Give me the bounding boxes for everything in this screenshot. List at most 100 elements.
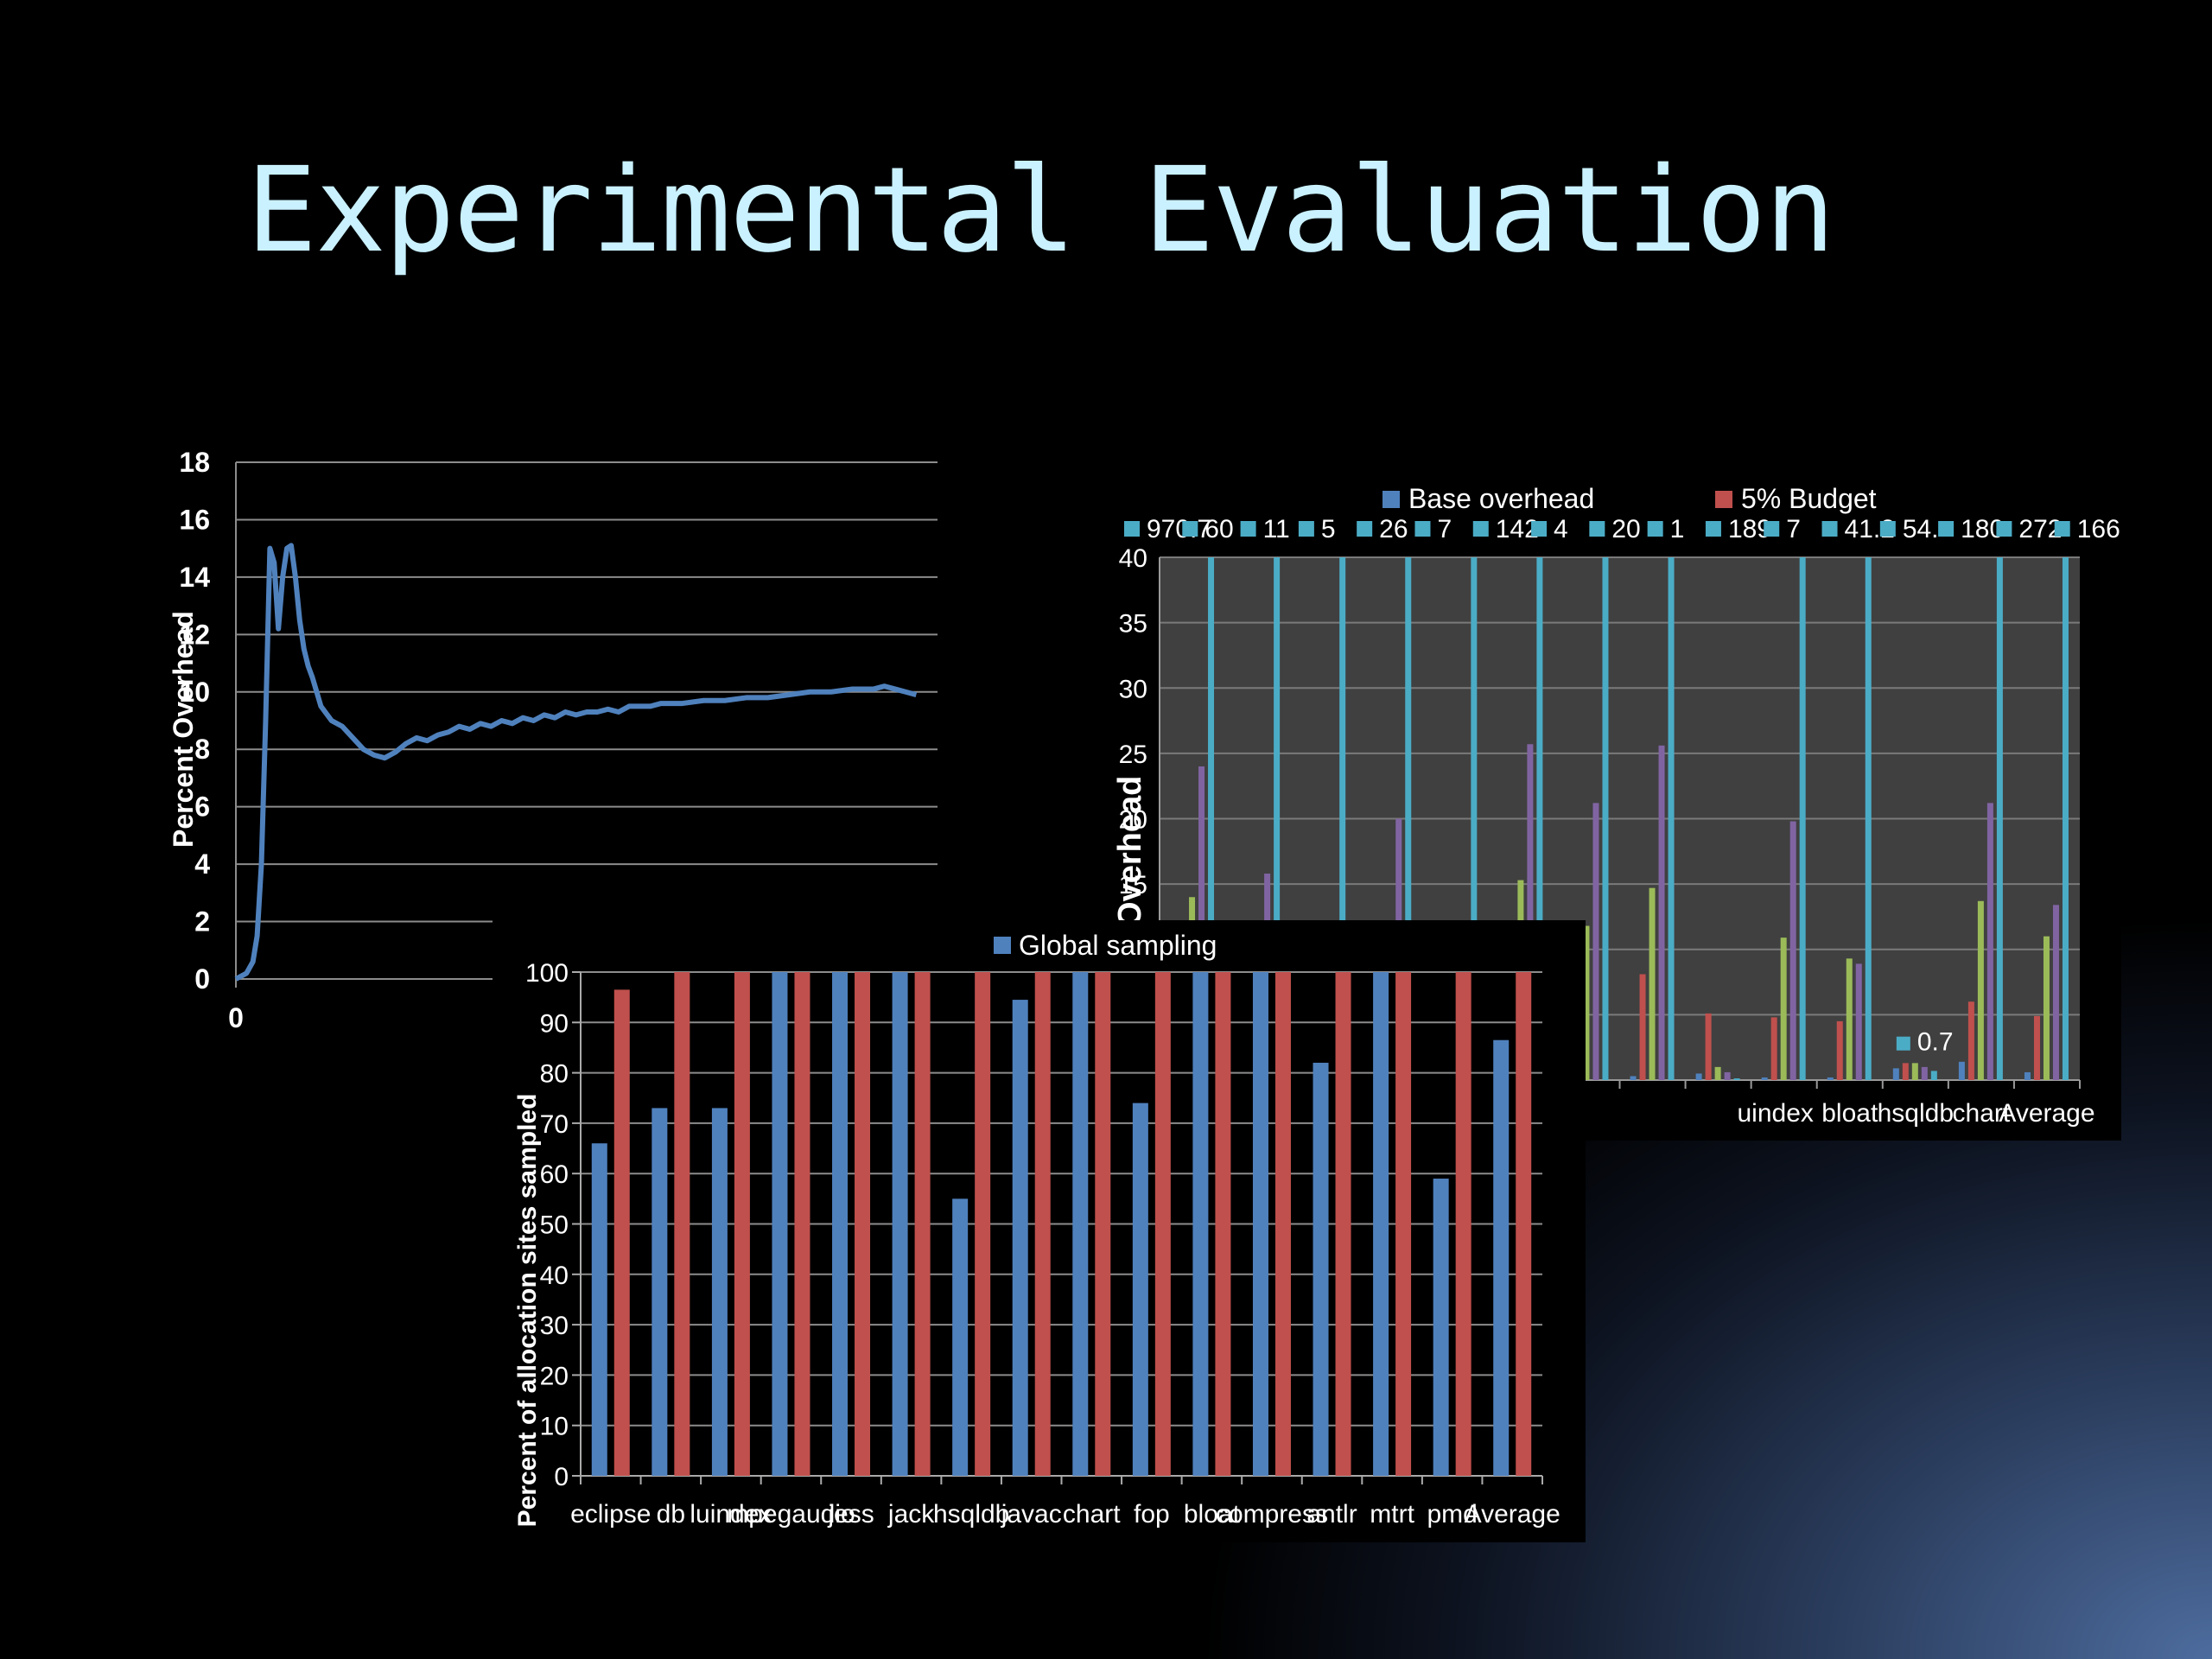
bar-purple [1855, 963, 1862, 1080]
bar-global-sampling [1313, 1062, 1329, 1476]
legend-swatch-teal [1414, 521, 1431, 537]
top-label: 1 [1670, 515, 1685, 543]
x-tick-label: Average [1999, 1099, 2094, 1128]
x-tick-label: jack [887, 1500, 935, 1529]
legend-swatch-teal [1938, 521, 1955, 537]
x-tick-label: javac [1001, 1500, 1062, 1529]
top-label: 166.24 [2077, 515, 2121, 543]
bar-teal [1996, 557, 2003, 1080]
bar-global-sampling [711, 1108, 728, 1476]
bar-red [1639, 974, 1646, 1080]
bar-purple [1592, 803, 1599, 1080]
bar-global-sampling [1192, 972, 1209, 1476]
legend-swatch-teal [1647, 521, 1663, 537]
slide-title: Experimental Evaluation [246, 143, 1835, 279]
bar-red [2033, 1015, 2040, 1080]
y-tick-label: 16 [179, 504, 210, 535]
legend-label: Global sampling [1019, 930, 1217, 961]
bar-purple [1527, 744, 1534, 1080]
bar-teal [1405, 557, 1412, 1080]
legend-swatch-teal [1705, 521, 1721, 537]
y-tick-label: 6 [194, 791, 210, 823]
bar-purple [1789, 821, 1796, 1080]
y-tick-label: 14 [179, 562, 210, 593]
sites-sampled-bar-chart: 0 10 20 30 40 50 60 70 80 90 100 Percent of allocat… [493, 920, 1586, 1542]
bar-green [1649, 887, 1656, 1080]
bar-red [1770, 1017, 1777, 1080]
y-tick-label: 12 [179, 619, 210, 650]
y-tick-label: 4 [194, 849, 210, 880]
x-tick-label: hsqldb [933, 1500, 1009, 1529]
legend-swatch-base [1382, 491, 1400, 508]
bar-teal [1536, 557, 1543, 1080]
bar-purple [1986, 803, 1993, 1080]
data-label: 0.7 [1917, 1028, 1954, 1057]
x-tick-label: bloat [1184, 1500, 1241, 1529]
y-tick-label: 25 [1119, 741, 1147, 769]
legend-swatch-teal [1298, 521, 1314, 537]
bar-global-sampling [1012, 1000, 1028, 1476]
bar-budget [1034, 972, 1051, 1476]
bar-budget [674, 972, 690, 1476]
bar-blue [1892, 1068, 1899, 1080]
series-line [234, 543, 918, 982]
x-tick-label: Average [1465, 1500, 1560, 1529]
bar-purple [1724, 1071, 1731, 1080]
y-axis-title: Percent of allocation sites sampled [513, 1094, 542, 1528]
bar-budget [1335, 972, 1351, 1476]
y-tick-label: 10 [179, 677, 210, 708]
legend-swatch-teal [1240, 521, 1256, 537]
bar-purple [1658, 745, 1665, 1080]
bar-global-sampling [652, 1108, 668, 1476]
top-label: 26 [1379, 515, 1408, 543]
bar-red [1836, 1020, 1843, 1080]
x-tick-label: hsqldb [1878, 1099, 1954, 1128]
legend-swatch-teal [1124, 521, 1140, 537]
bar-green [1911, 1063, 1918, 1080]
y-tick-label: 15 [1119, 871, 1147, 899]
bar-global-sampling [1072, 972, 1089, 1476]
legend-swatch-teal [1182, 521, 1198, 537]
bar-red [1967, 1001, 1974, 1080]
y-tick-label: 20 [1119, 806, 1147, 835]
legend-swatch-teal [1589, 521, 1605, 537]
bar-teal [1602, 557, 1609, 1080]
x-tick-label: pmd [1427, 1500, 1477, 1529]
y-tick-label: 20 [540, 1362, 569, 1390]
legend-swatch-teal [2054, 521, 2070, 537]
x-tick-label: db [657, 1500, 685, 1529]
bar-green [2043, 936, 2050, 1080]
bar-budget [1274, 972, 1291, 1476]
y-axis-title: Overhead [1112, 776, 1148, 927]
bar-budget [1215, 972, 1231, 1476]
x-tick-label: compress [1216, 1500, 1328, 1529]
y-tick-label: 50 [540, 1211, 569, 1240]
top-label: 60 [1205, 515, 1233, 543]
bar-blue [2024, 1071, 2031, 1080]
y-tick-label: 100 [525, 959, 569, 988]
y-tick-label: 2 [194, 906, 210, 938]
legend-swatch-teal [1764, 521, 1780, 537]
bar-global-sampling [1132, 1103, 1148, 1476]
bar-teal [1471, 557, 1478, 1080]
bar-green [1714, 1066, 1721, 1080]
y-tick-label: 70 [540, 1110, 569, 1139]
x-tick-label: fop [1134, 1500, 1170, 1529]
bar-teal [1733, 1078, 1740, 1080]
bar-budget [734, 972, 750, 1476]
bar-global-sampling [1373, 972, 1389, 1476]
legend-swatch-global [994, 937, 1011, 954]
top-label: 7 [1437, 515, 1452, 543]
bar-budget [1395, 972, 1412, 1476]
x-tick-label: chart [1063, 1500, 1121, 1529]
bar-budget [1154, 972, 1171, 1476]
bar-budget [1095, 972, 1111, 1476]
y-tick-label: 10 [540, 1413, 569, 1441]
bar-teal [1799, 557, 1806, 1080]
bar-global-sampling [1493, 1039, 1510, 1476]
x-tick-label: luindex [690, 1500, 772, 1529]
legend-swatch-teal [1531, 521, 1548, 537]
top-label: 20 [1611, 515, 1640, 543]
x-tick-label: antlr [1306, 1500, 1357, 1529]
bar-budget [1455, 972, 1471, 1476]
